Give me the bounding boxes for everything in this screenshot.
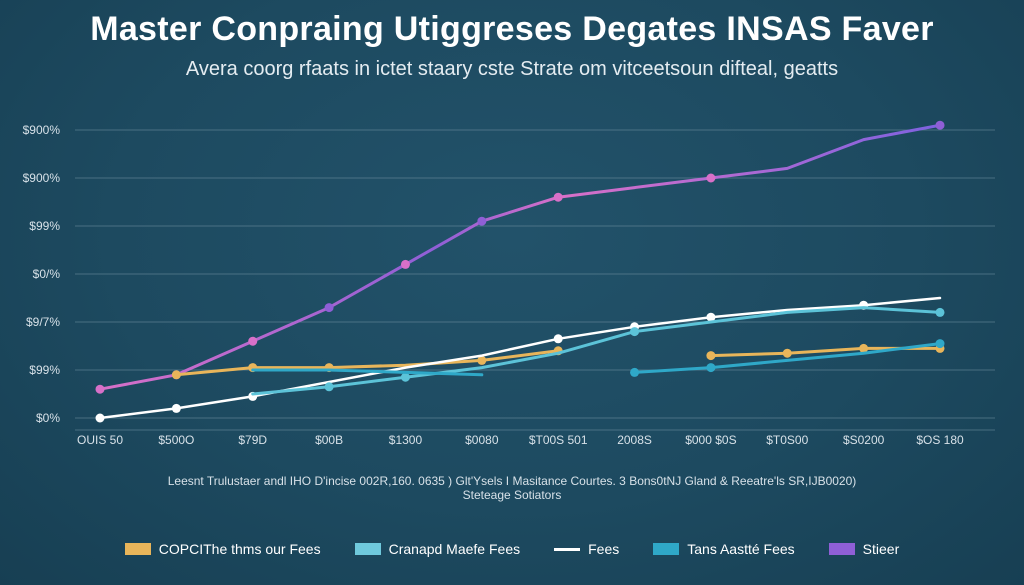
legend: COPCIThe thms our Fees Cranapd Maefe Fees…: [0, 541, 1024, 557]
series-line: [98, 296, 942, 420]
legend-label: Cranapd Maefe Fees: [388, 541, 521, 557]
series-lines: [95, 120, 945, 423]
x-tick-label: $1300: [389, 433, 423, 447]
data-point: [553, 334, 563, 344]
data-point: [95, 413, 105, 423]
series-line: [174, 349, 560, 377]
series-line: [98, 123, 942, 391]
data-point: [171, 403, 181, 413]
y-tick-label: $99%: [29, 363, 60, 377]
x-tick-label: $T00S 501: [529, 433, 588, 447]
legend-swatch: [554, 547, 581, 551]
legend-item: Fees: [554, 541, 619, 557]
x-tick-label: $00B: [315, 433, 343, 447]
legend-label: COPCIThe thms our Fees: [158, 541, 321, 557]
data-point: [630, 367, 640, 377]
data-point: [400, 259, 410, 269]
y-axis-ticks: $0% $99% $9/7% $0/% $99% $900% $900%: [23, 123, 61, 425]
legend-swatch: [653, 543, 680, 555]
data-point: [324, 303, 334, 313]
data-point: [935, 339, 945, 349]
data-point: [630, 327, 640, 337]
legend-swatch: [124, 543, 151, 555]
x-tick-label: $500O: [158, 433, 194, 447]
legend-item: Stieer: [828, 541, 900, 557]
x-tick-label: $S0200: [843, 433, 885, 447]
data-point: [706, 351, 716, 361]
series-line: [251, 306, 942, 396]
data-point: [935, 307, 945, 317]
legend-item: Tans Aastté Fees: [653, 541, 795, 557]
x-tick-label: $79D: [238, 433, 267, 447]
legend-label: Fees: [588, 541, 620, 557]
legend-item: Cranapd Maefe Fees: [354, 541, 521, 557]
data-point: [859, 343, 869, 353]
y-tick-label: $900%: [23, 123, 61, 137]
chart-note: Leesnt Trulustaer andl IHO D'incise 002R…: [167, 474, 857, 488]
data-point: [95, 384, 105, 394]
y-tick-label: $900%: [23, 171, 61, 185]
data-point: [935, 120, 945, 130]
data-point: [171, 370, 181, 380]
chart-subtitle: Avera coorg rfaats in ictet staary cste …: [185, 58, 839, 80]
data-point: [324, 382, 334, 392]
x-axis-ticks: OUIS 50 $500O $79D $00B $1300 $0080 $T00S 501 2…: [77, 433, 964, 447]
data-point: [706, 363, 716, 373]
data-point: [400, 372, 410, 382]
grid-lines: [75, 129, 995, 431]
legend-swatch: [828, 543, 855, 555]
x-tick-label: $OS 180: [916, 433, 964, 447]
y-tick-label: $9/7%: [26, 315, 60, 329]
series-line: [709, 346, 942, 358]
legend-swatch: [354, 543, 381, 555]
y-tick-label: $0%: [36, 411, 60, 425]
data-point: [782, 348, 792, 358]
x-tick-label: $000 $0S: [685, 433, 736, 447]
legend-item: COPCIThe thms our Fees: [124, 541, 321, 557]
data-point: [706, 173, 716, 183]
y-tick-label: $99%: [29, 219, 60, 233]
y-tick-label: $0/%: [33, 267, 61, 281]
series-line: [633, 342, 942, 374]
data-point: [477, 355, 487, 365]
data-point: [706, 312, 716, 322]
x-tick-label: $0080: [465, 433, 499, 447]
legend-label: Tans Aastté Fees: [687, 541, 795, 557]
x-tick-label: OUIS 50: [77, 433, 123, 447]
data-point: [248, 336, 258, 346]
legend-label: Stieer: [862, 541, 900, 557]
x-tick-label: $T0S00: [766, 433, 808, 447]
data-point: [553, 192, 563, 202]
chart-note-2: Steteage Sotiators: [462, 488, 562, 502]
x-tick-label: 2008S: [617, 433, 652, 447]
data-point: [477, 216, 487, 226]
series-line: [251, 368, 484, 377]
chart-title: Master Conpraing Utiggreses Degates INSA…: [90, 10, 934, 48]
